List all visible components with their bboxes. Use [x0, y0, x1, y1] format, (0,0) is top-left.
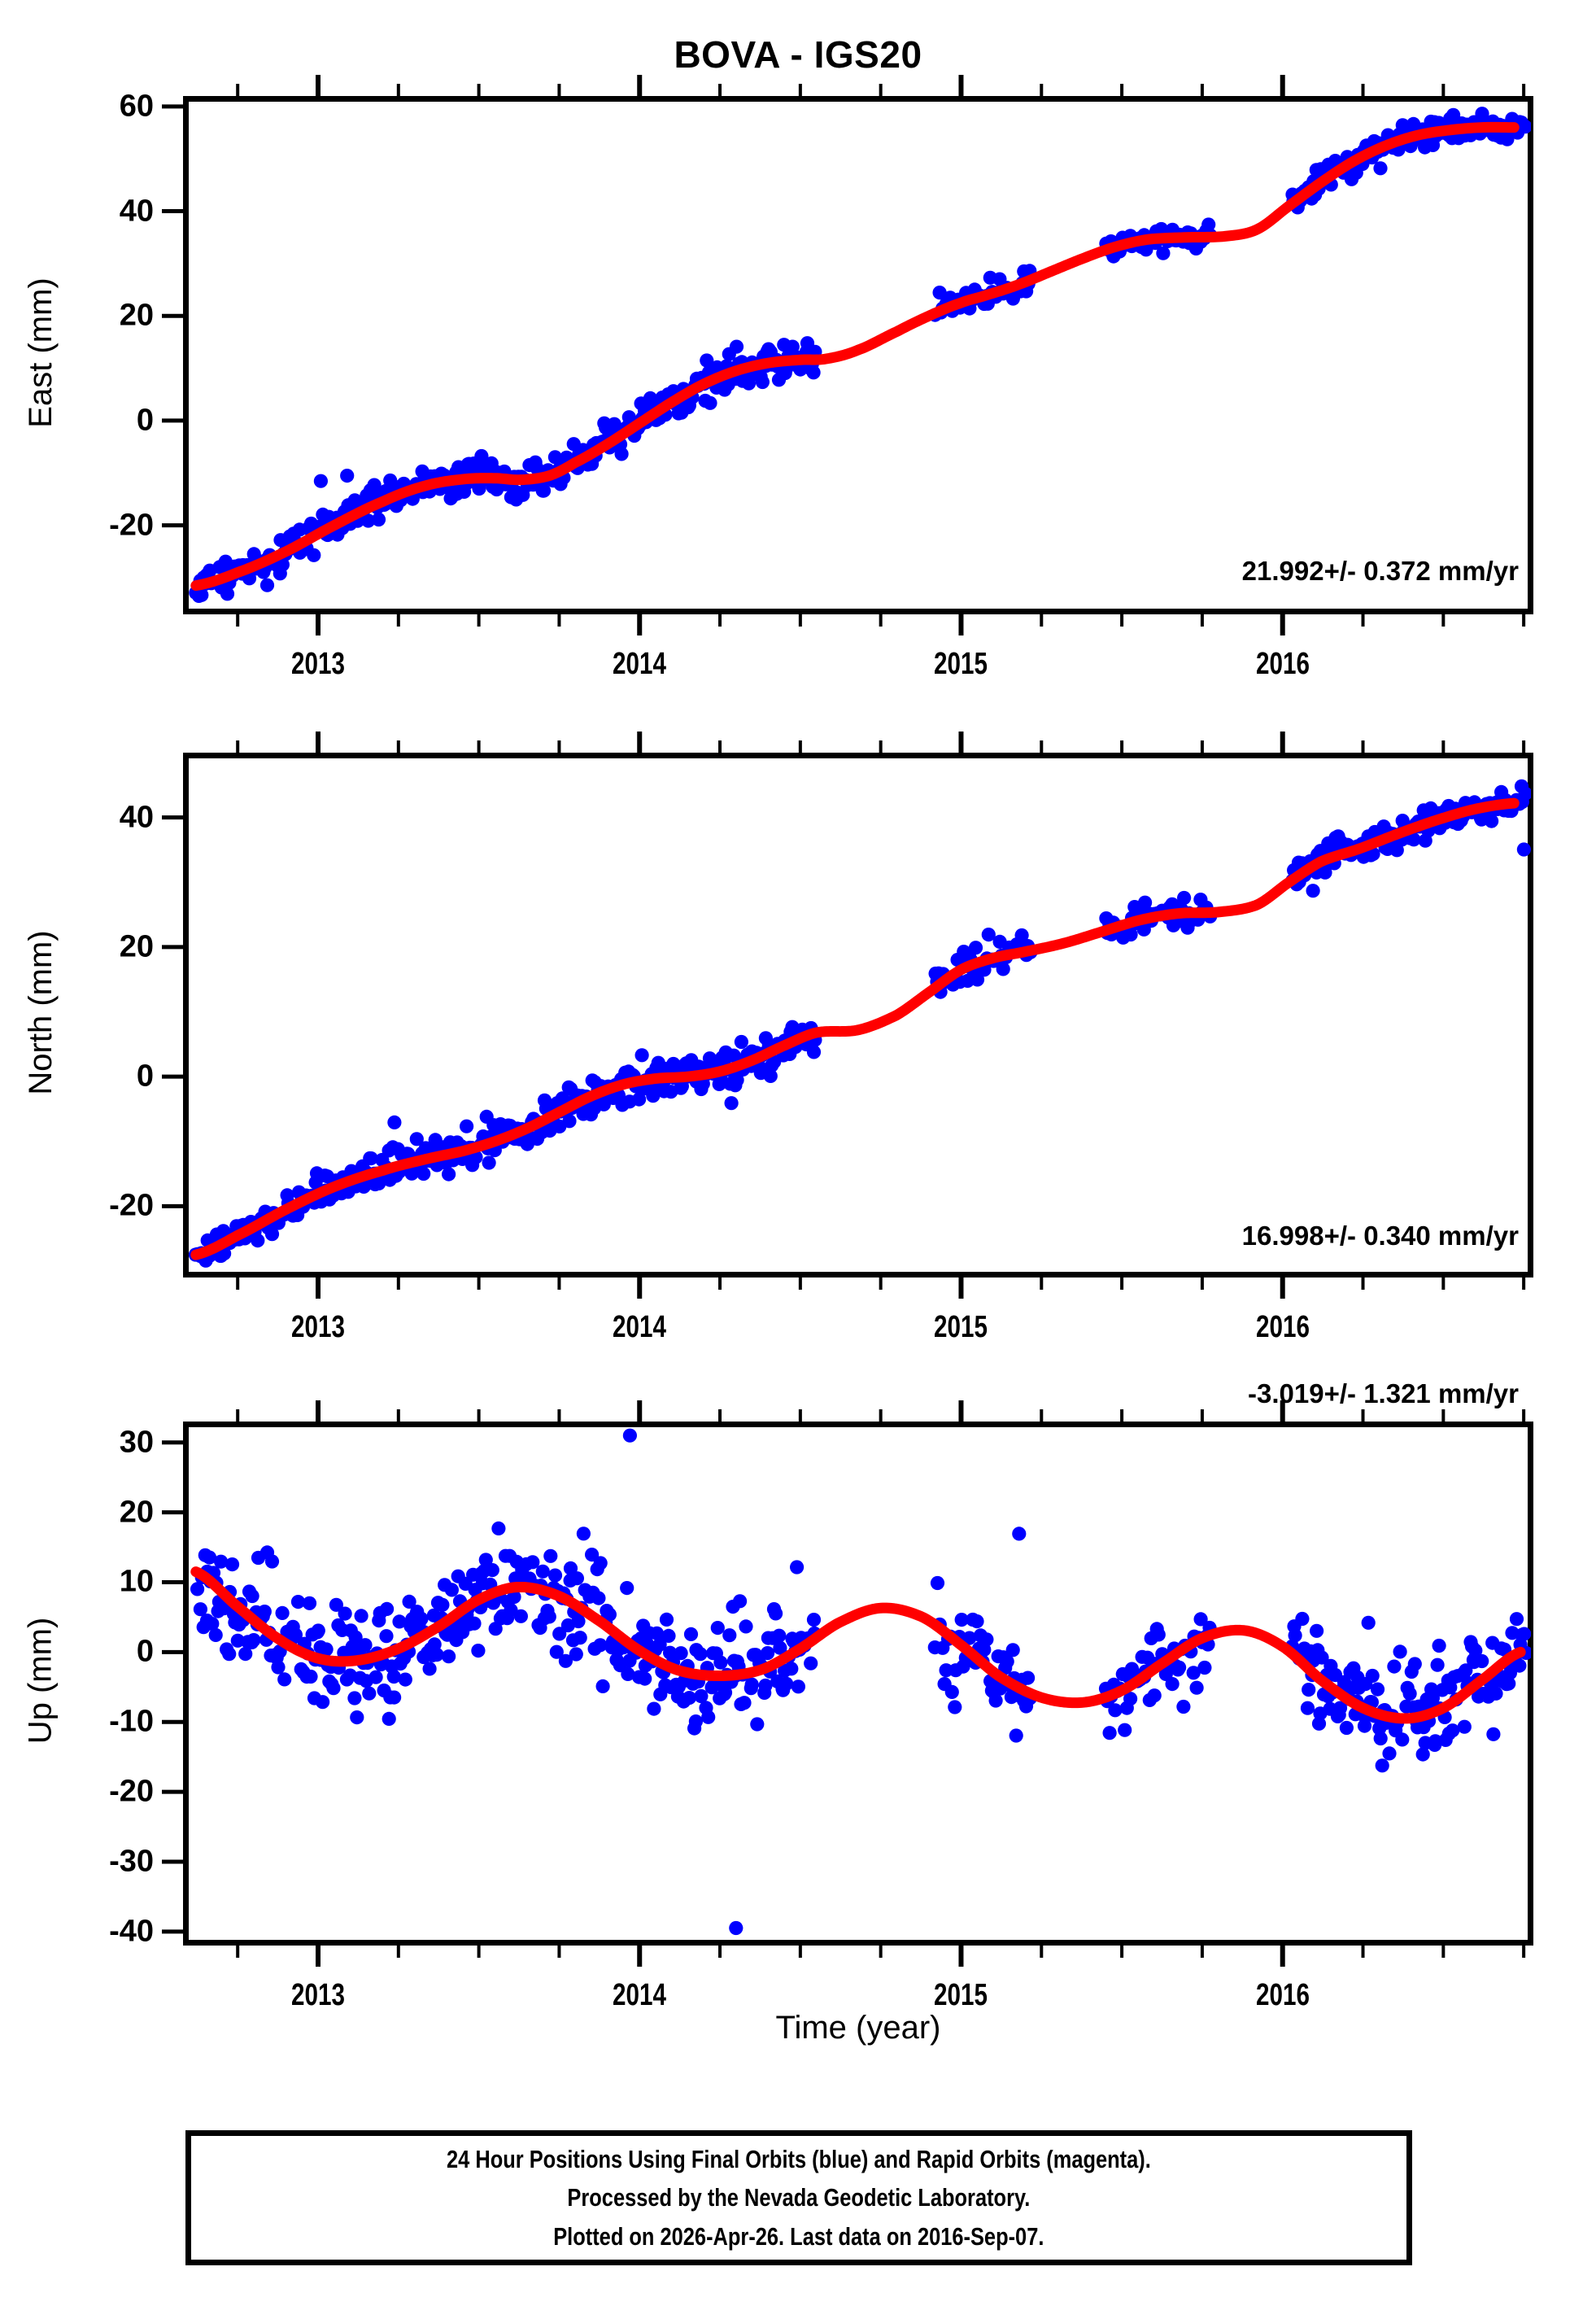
- x-tick-label: 2015: [934, 1978, 988, 2012]
- x-tick-label: 2014: [613, 1310, 667, 1344]
- x-tick-label: 2014: [613, 647, 667, 681]
- y-tick-label: 0: [136, 403, 154, 438]
- rate-annotation-up: -3.019+/- 1.321 mm/yr: [1248, 1378, 1519, 1408]
- footer-line-2: Processed by the Nevada Geodetic Laborat…: [567, 2183, 1031, 2212]
- rate-annotation-north: 16.998+/- 0.340 mm/yr: [1241, 1221, 1519, 1251]
- y-tick-label: -10: [109, 1704, 154, 1739]
- axis-ticks: [162, 732, 1526, 1299]
- y-tick-label: 10: [119, 1564, 154, 1599]
- x-tick-label: 2013: [291, 1978, 345, 2012]
- plot-frame-north: [183, 753, 1533, 1277]
- x-tick-label: 2015: [934, 647, 988, 681]
- axis-label-east: East (mm): [22, 277, 59, 428]
- model-curve: [190, 797, 1520, 1260]
- y-tick-label: 40: [119, 800, 154, 835]
- axis-ticks: [162, 75, 1526, 635]
- axis-label-up: Up (mm): [22, 1617, 59, 1745]
- axis-ticks: [162, 1400, 1526, 1967]
- x-tick-label: 2013: [291, 1310, 345, 1344]
- footer-note-box: 24 Hour Positions Using Final Orbits (bl…: [185, 2130, 1412, 2265]
- footer-line-3: Plotted on 2026-Apr-26. Last data on 201…: [553, 2221, 1044, 2251]
- rate-annotation-east: 21.992+/- 0.372 mm/yr: [1241, 556, 1519, 586]
- y-tick-label: 20: [119, 929, 154, 964]
- y-tick-label: 60: [119, 89, 154, 124]
- y-tick-label: 0: [136, 1059, 154, 1094]
- axis-label-time: Time (year): [775, 2010, 941, 2046]
- x-tick-label: 2016: [1255, 1978, 1310, 2012]
- y-tick-label: 0: [136, 1634, 154, 1669]
- x-tick-label: 2013: [291, 647, 345, 681]
- plot-area-east: [162, 75, 1531, 635]
- panel-east: East (mm) 21.992+/- 0.372 mm/yr -20 0 20 40…: [0, 0, 1596, 700]
- plot-area-north: [162, 732, 1531, 1299]
- y-tick-label: 40: [119, 194, 154, 229]
- y-tick-label: 20: [119, 1495, 154, 1530]
- x-tick-label: 2014: [613, 1978, 667, 2012]
- model-curve: [190, 121, 1520, 592]
- panel-north: North (mm) 16.998+/- 0.340 mm/yr -20 0 20 4…: [0, 700, 1596, 1367]
- model-curve: [190, 1566, 1526, 1724]
- x-tick-label: 2016: [1255, 1310, 1310, 1344]
- y-tick-label: -20: [109, 1188, 154, 1223]
- x-tick-label: 2015: [934, 1310, 988, 1344]
- x-tick-label: 2016: [1255, 647, 1310, 681]
- y-tick-label: -30: [109, 1844, 154, 1879]
- axis-label-north: North (mm): [22, 929, 59, 1095]
- y-tick-label: 20: [119, 298, 154, 333]
- plot-area-up: [162, 1400, 1531, 1967]
- page-title: BOVA - IGS20: [674, 33, 922, 76]
- footer-line-1: 24 Hour Positions Using Final Orbits (bl…: [447, 2145, 1151, 2174]
- y-tick-label: -40: [109, 1914, 154, 1949]
- y-tick-label: -20: [109, 1774, 154, 1809]
- y-tick-label: -20: [109, 508, 154, 543]
- panel-up: Up (mm) -3.019+/- 1.321 mm/yr Time (year…: [0, 1367, 1596, 2083]
- y-tick-label: 30: [119, 1425, 154, 1460]
